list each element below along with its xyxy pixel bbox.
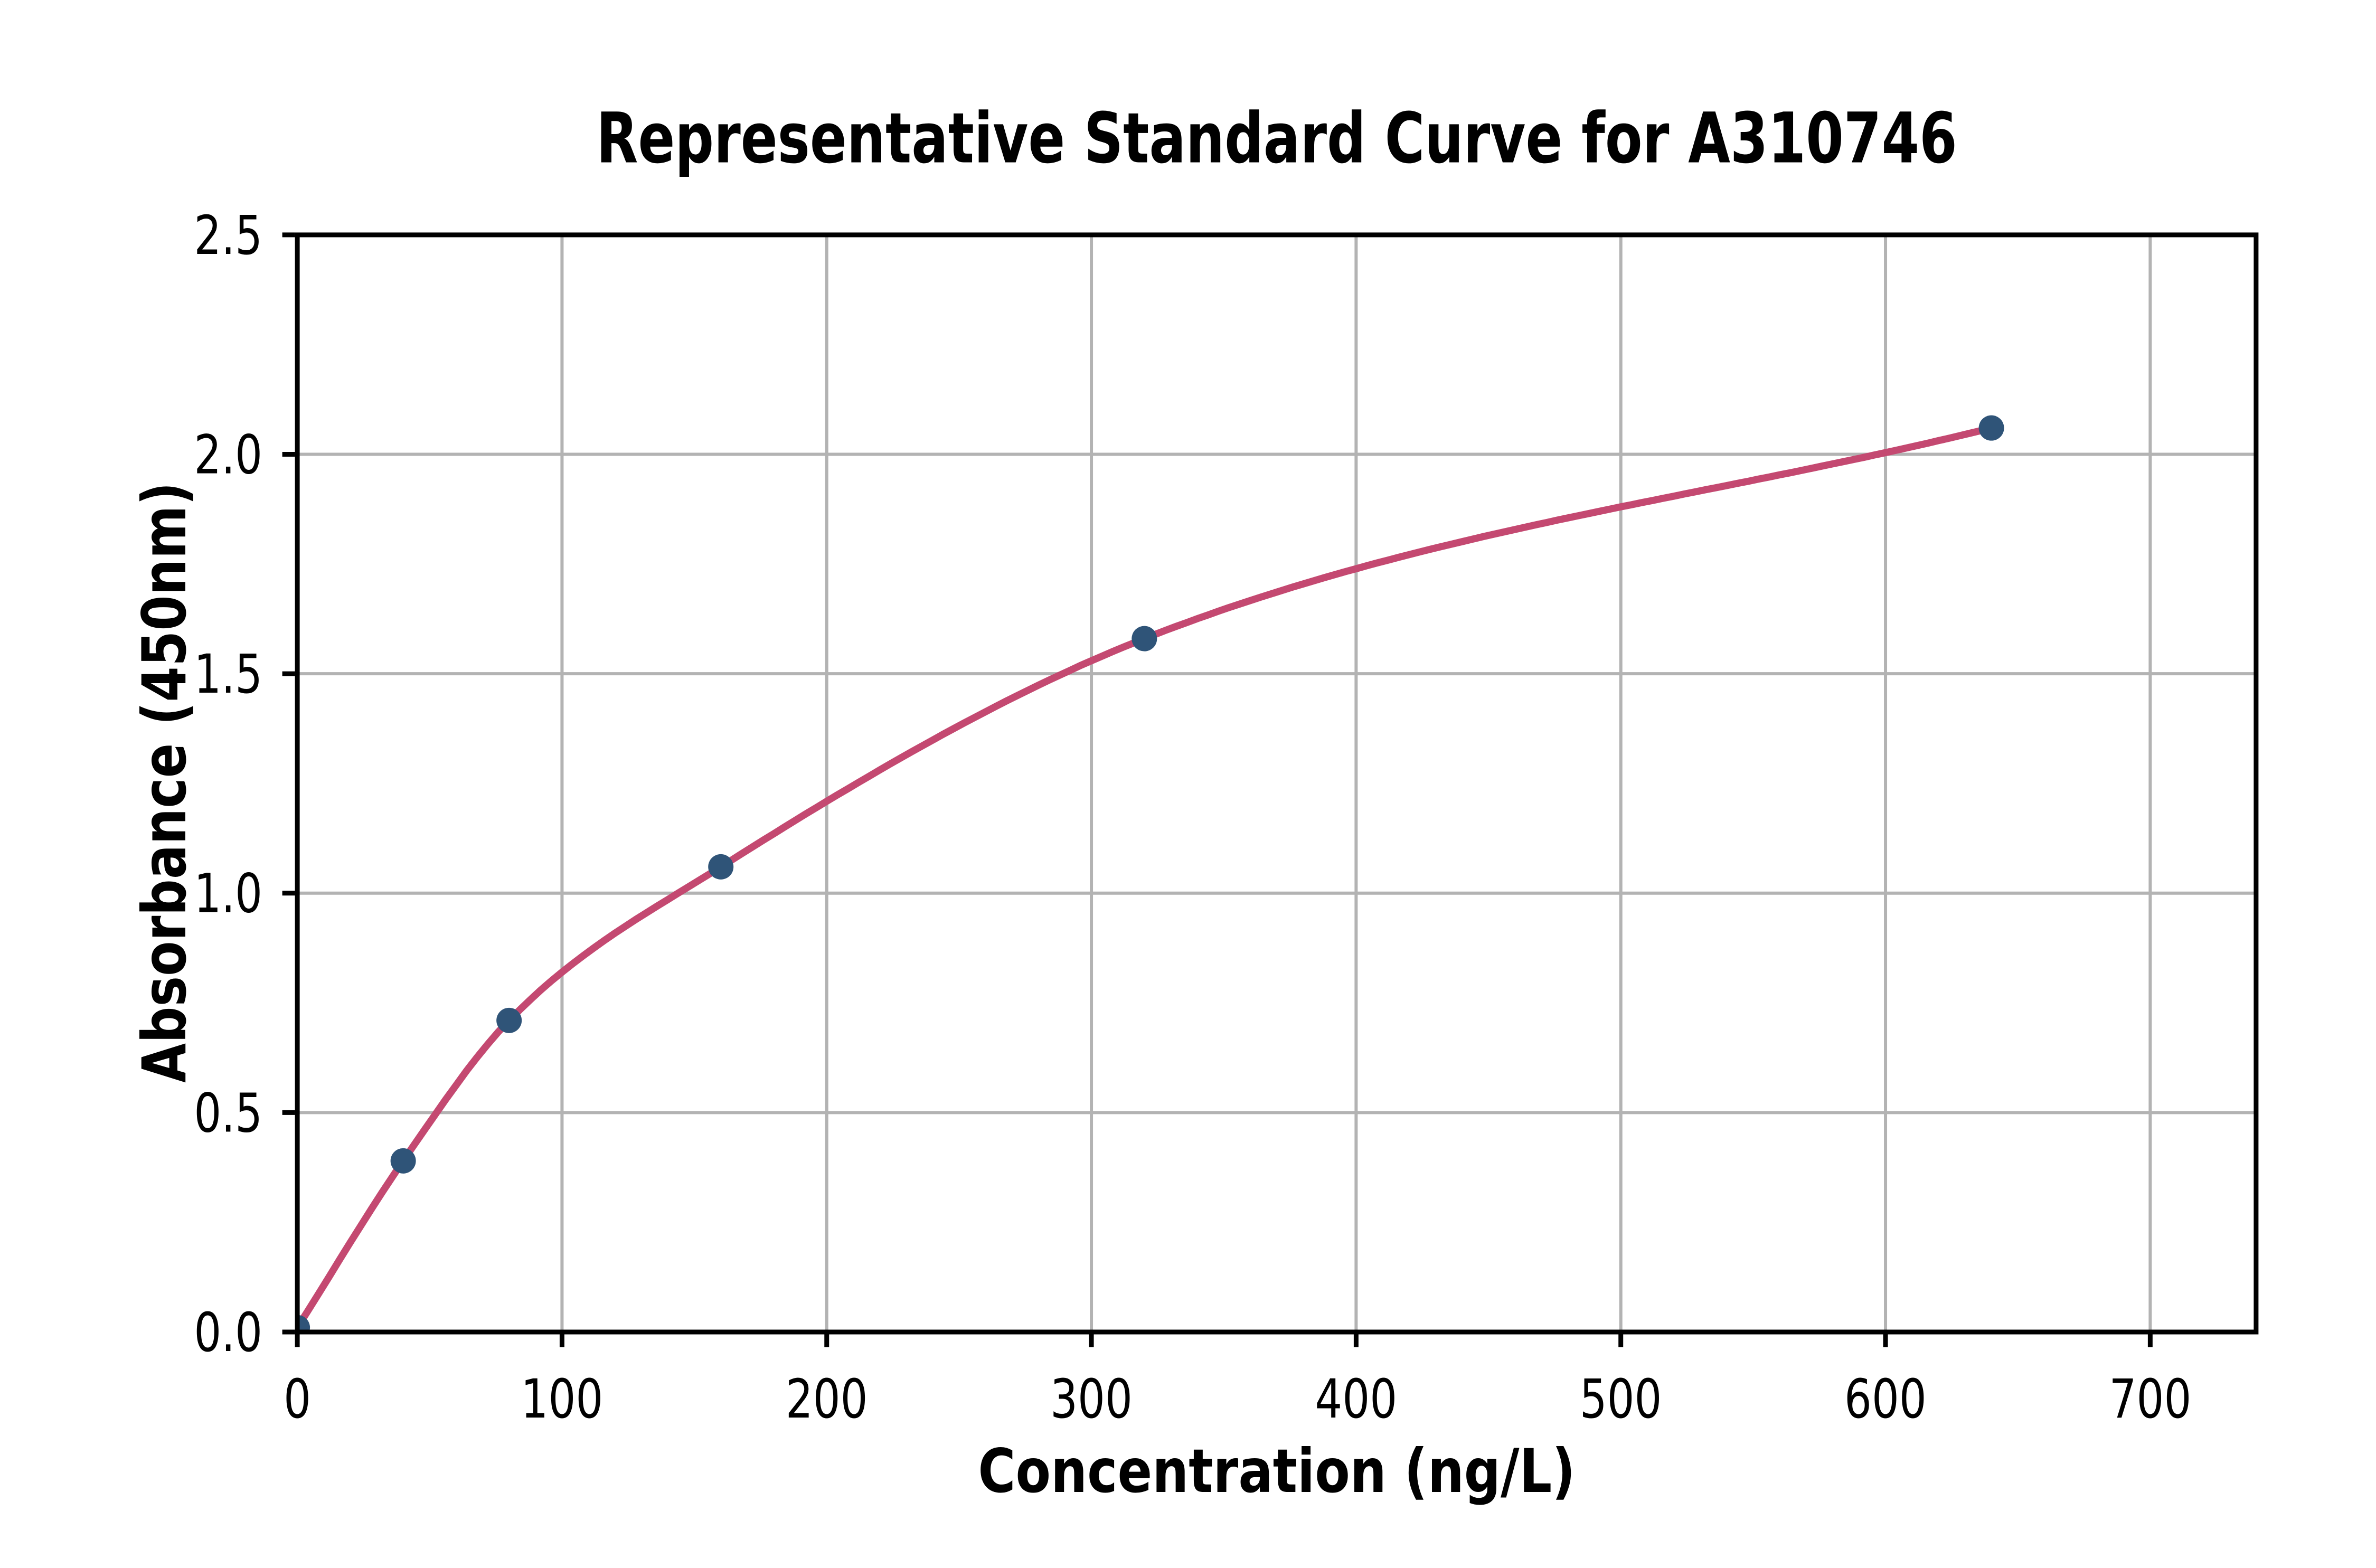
x-tick-label-400: 400 bbox=[1315, 1367, 1397, 1430]
x-tick-label-700: 700 bbox=[2109, 1367, 2192, 1430]
y-tick-label-0.5: 0.5 bbox=[194, 1082, 262, 1145]
x-tick-label-500: 500 bbox=[1580, 1367, 1662, 1430]
data-layer bbox=[297, 415, 2004, 1333]
data-point-0 bbox=[297, 1315, 310, 1333]
data-point-80 bbox=[496, 1007, 522, 1033]
chart-title: Representative Standard Curve for A31074… bbox=[596, 99, 1957, 180]
data-point-160 bbox=[708, 854, 734, 880]
x-axis-title: Concentration (ng/L) bbox=[978, 1437, 1576, 1506]
y-tick-label-2.5: 2.5 bbox=[194, 204, 262, 267]
y-tick-label-2: 2.0 bbox=[194, 423, 262, 486]
standard-curve-line bbox=[297, 424, 1995, 1331]
x-tick-label-300: 300 bbox=[1050, 1367, 1133, 1430]
y-tick-label-1.5: 1.5 bbox=[194, 643, 262, 705]
data-point-40 bbox=[390, 1148, 416, 1174]
y-tick-label-0: 0.0 bbox=[194, 1301, 262, 1364]
y-axis-title: Absorbance (450nm) bbox=[130, 482, 200, 1083]
x-tick-label-200: 200 bbox=[786, 1367, 868, 1430]
data-point-640 bbox=[1978, 415, 2004, 441]
data-point-320 bbox=[1132, 626, 1157, 651]
y-tick-label-1: 1.0 bbox=[194, 862, 262, 925]
plot-frame bbox=[295, 232, 2259, 1335]
x-tick-label-600: 600 bbox=[1844, 1367, 1927, 1430]
x-tick-label-0: 0 bbox=[284, 1367, 311, 1430]
x-tick-label-100: 100 bbox=[521, 1367, 604, 1430]
